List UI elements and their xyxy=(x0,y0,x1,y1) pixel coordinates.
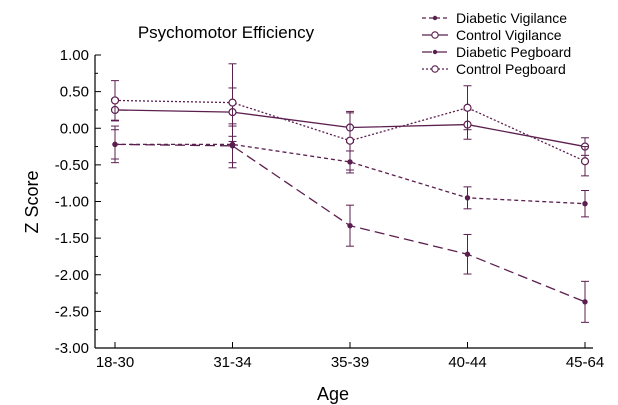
y-tick-label: -0.50 xyxy=(55,157,89,174)
data-point xyxy=(582,299,588,305)
y-tick-label: -2.50 xyxy=(55,303,89,320)
y-tick-label: 1.00 xyxy=(60,47,89,64)
x-tick-label: 18-30 xyxy=(96,354,134,371)
y-tick-label: -2.00 xyxy=(55,267,89,284)
data-point xyxy=(345,136,355,145)
x-axis-title: Age xyxy=(317,384,349,404)
plot-area xyxy=(110,63,590,323)
y-axis-title: Z Score xyxy=(22,170,42,233)
x-tick-label: 40-44 xyxy=(448,354,486,371)
data-point xyxy=(229,143,236,149)
data-point xyxy=(347,222,353,229)
legend-marker xyxy=(431,31,439,39)
data-point xyxy=(464,251,471,257)
series-diabetic-pegboard xyxy=(111,123,589,323)
data-point xyxy=(228,98,237,107)
data-point xyxy=(110,96,120,105)
data-point xyxy=(580,157,590,166)
x-tick-label: 45-64 xyxy=(566,354,604,371)
legend-label: Diabetic Vigilance xyxy=(456,10,567,26)
x-tick-label: 31-34 xyxy=(213,354,251,371)
data-point xyxy=(582,200,588,207)
legend-label: Diabetic Pegboard xyxy=(456,44,571,60)
legend-marker xyxy=(431,65,439,73)
y-tick-label: 0.00 xyxy=(60,120,89,137)
data-point xyxy=(464,195,471,201)
legend-label: Control Pegboard xyxy=(456,61,566,77)
y-tick-label: -1.00 xyxy=(55,194,89,211)
legend-marker xyxy=(432,15,438,21)
data-point xyxy=(463,103,472,112)
data-point xyxy=(112,141,118,148)
series-line xyxy=(115,143,586,205)
y-tick-label: -1.50 xyxy=(55,230,89,247)
axes: 1.00 0.50 0.00 -0.50 -1.00 -1.50 -2.00 -2.50 -3.… xyxy=(55,47,604,371)
legend-label: Control Vigilance xyxy=(456,27,562,43)
series-control-pegboard xyxy=(110,63,590,177)
y-tick-label: 0.50 xyxy=(60,84,89,101)
y-tick-label: -3.00 xyxy=(55,340,89,357)
chart-title: Psychomotor Efficiency xyxy=(138,23,315,42)
legend-marker xyxy=(432,49,438,55)
x-tick-label: 35-39 xyxy=(331,354,369,371)
